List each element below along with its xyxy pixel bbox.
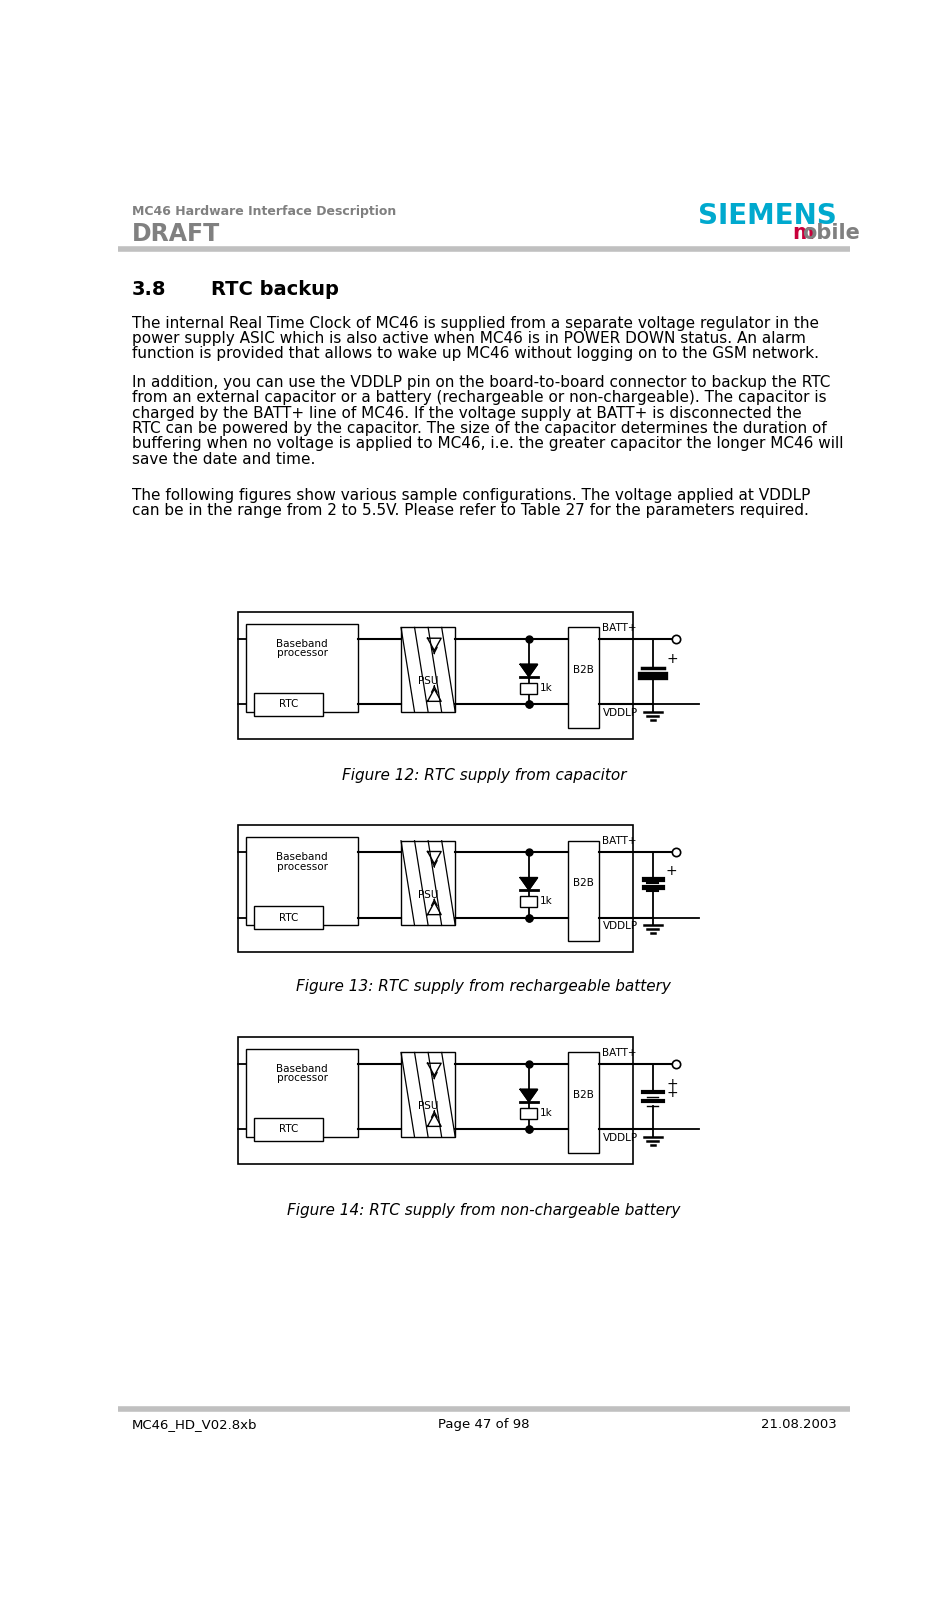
Bar: [567, 1052, 598, 1152]
Text: Figure 14: RTC supply from non-chargeable battery: Figure 14: RTC supply from non-chargeabl…: [287, 1202, 680, 1217]
Text: save the date and time.: save the date and time.: [132, 452, 315, 467]
Bar: [520, 1109, 537, 1118]
Bar: [520, 684, 537, 693]
Text: can be in the range from 2 to 5.5V. Please refer to Table 27 for the parameters : can be in the range from 2 to 5.5V. Plea…: [132, 504, 808, 519]
Text: B2B: B2B: [572, 1089, 593, 1100]
Text: BATT+: BATT+: [602, 835, 636, 847]
Text: RTC: RTC: [278, 700, 298, 709]
Text: MC46_HD_V02.8xb: MC46_HD_V02.8xb: [132, 1419, 258, 1432]
Text: VDDLP: VDDLP: [602, 708, 637, 718]
Polygon shape: [519, 1089, 537, 1102]
Bar: [254, 1118, 323, 1141]
Text: 1k: 1k: [539, 897, 552, 907]
Bar: [254, 693, 323, 716]
Text: PSU: PSU: [417, 677, 438, 687]
Text: Page 47 of 98: Page 47 of 98: [438, 1419, 530, 1432]
Text: The internal Real Time Clock of MC46 is supplied from a separate voltage regulat: The internal Real Time Clock of MC46 is …: [132, 315, 818, 331]
Text: from an external capacitor or a battery (rechargeable or non-chargeable). The ca: from an external capacitor or a battery …: [132, 391, 826, 406]
Bar: [245, 837, 358, 926]
Text: processor: processor: [277, 648, 328, 658]
Bar: [567, 840, 598, 941]
Text: VDDLP: VDDLP: [602, 921, 637, 931]
Bar: [254, 907, 323, 929]
Text: +: +: [665, 865, 676, 877]
Text: function is provided that allows to wake up MC46 without logging on to the GSM n: function is provided that allows to wake…: [132, 346, 818, 362]
Polygon shape: [519, 664, 537, 677]
Bar: [567, 627, 598, 727]
Bar: [400, 1052, 455, 1138]
Polygon shape: [519, 877, 537, 890]
Text: +: +: [666, 1086, 677, 1100]
Bar: [245, 624, 358, 713]
Text: m: m: [791, 223, 814, 242]
Text: +: +: [666, 1076, 677, 1091]
Text: BATT+: BATT+: [602, 1047, 636, 1058]
Bar: [520, 897, 537, 907]
Text: B2B: B2B: [572, 664, 593, 675]
Text: Figure 13: RTC supply from rechargeable battery: Figure 13: RTC supply from rechargeable …: [296, 979, 670, 994]
Bar: [238, 1037, 632, 1164]
Text: 21.08.2003: 21.08.2003: [760, 1419, 835, 1432]
Bar: [245, 1049, 358, 1138]
Bar: [400, 627, 455, 713]
Text: RTC backup: RTC backup: [211, 280, 339, 299]
Text: Baseband: Baseband: [276, 638, 328, 650]
Text: B2B: B2B: [572, 877, 593, 889]
Text: SIEMENS: SIEMENS: [697, 202, 835, 229]
Text: PSU: PSU: [417, 890, 438, 900]
Bar: [238, 826, 632, 952]
Bar: [400, 840, 455, 926]
Text: RTC can be powered by the capacitor. The size of the capacitor determines the du: RTC can be powered by the capacitor. The…: [132, 422, 826, 436]
Text: processor: processor: [277, 861, 328, 871]
Text: In addition, you can use the VDDLP pin on the board-to-board connector to backup: In addition, you can use the VDDLP pin o…: [132, 375, 830, 389]
Text: BATT+: BATT+: [602, 622, 636, 633]
Bar: [238, 612, 632, 739]
Text: 1k: 1k: [539, 1109, 552, 1118]
Text: Baseband: Baseband: [276, 1063, 328, 1075]
Text: Baseband: Baseband: [276, 852, 328, 863]
Text: RTC: RTC: [278, 1125, 298, 1134]
Text: 1k: 1k: [539, 684, 552, 693]
Text: Figure 12: RTC supply from capacitor: Figure 12: RTC supply from capacitor: [342, 768, 626, 782]
Text: 3.8: 3.8: [132, 280, 166, 299]
Text: The following figures show various sample configurations. The voltage applied at: The following figures show various sampl…: [132, 488, 810, 503]
Text: MC46 Hardware Interface Description: MC46 Hardware Interface Description: [132, 205, 396, 218]
Text: +: +: [666, 653, 678, 666]
Text: RTC: RTC: [278, 913, 298, 923]
Text: processor: processor: [277, 1073, 328, 1083]
Text: VDDLP: VDDLP: [602, 1133, 637, 1143]
Text: PSU: PSU: [417, 1102, 438, 1112]
Text: charged by the BATT+ line of MC46. If the voltage supply at BATT+ is disconnecte: charged by the BATT+ line of MC46. If th…: [132, 406, 801, 420]
Text: DRAFT: DRAFT: [132, 221, 220, 246]
Text: buffering when no voltage is applied to MC46, i.e. the greater capacitor the lon: buffering when no voltage is applied to …: [132, 436, 843, 451]
Text: obile: obile: [801, 223, 859, 242]
Text: power supply ASIC which is also active when MC46 is in POWER DOWN status. An ala: power supply ASIC which is also active w…: [132, 331, 805, 346]
